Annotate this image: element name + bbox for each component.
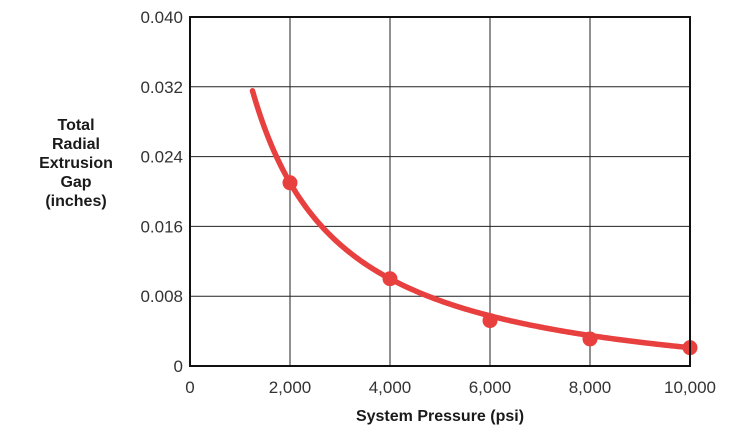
tick-label-layer: 0 2,000 4,000 6,000 8,000 10,000 0 0.008 0.016 0.… <box>140 8 716 397</box>
x-axis-title: System Pressure (psi) <box>356 408 524 425</box>
series-line <box>249 88 693 351</box>
y-tick-label: 0.016 <box>140 217 183 236</box>
x-tick-label: 6,000 <box>469 378 512 397</box>
grid-layer <box>190 17 690 366</box>
x-tick-label: 0 <box>185 378 194 397</box>
x-tick-label: 2,000 <box>269 378 312 397</box>
x-tick-label: 10,000 <box>664 378 716 397</box>
data-point <box>282 175 298 191</box>
data-point <box>382 271 398 287</box>
data-point <box>482 313 498 329</box>
y-axis-title-line: Total <box>57 117 94 134</box>
y-tick-label: 0 <box>174 357 183 376</box>
y-tick-label: 0.032 <box>140 78 183 97</box>
y-tick-label: 0.040 <box>140 8 183 27</box>
y-axis-title-line: Radial <box>52 136 100 153</box>
y-axis-title-line: (inches) <box>45 193 106 210</box>
series-layer <box>249 88 698 356</box>
x-tick-label: 8,000 <box>569 378 612 397</box>
x-tick-label: 4,000 <box>369 378 412 397</box>
plot-area-background <box>190 17 690 366</box>
y-tick-label: 0.024 <box>140 148 183 167</box>
y-tick-label: 0.008 <box>140 287 183 306</box>
y-axis-title-line: Extrusion <box>39 155 113 172</box>
plot-frame <box>189 16 691 367</box>
data-point <box>582 331 598 347</box>
y-axis-title-line: Gap <box>60 174 91 191</box>
y-axis-title: Total Radial Extrusion Gap (inches) <box>39 117 113 210</box>
